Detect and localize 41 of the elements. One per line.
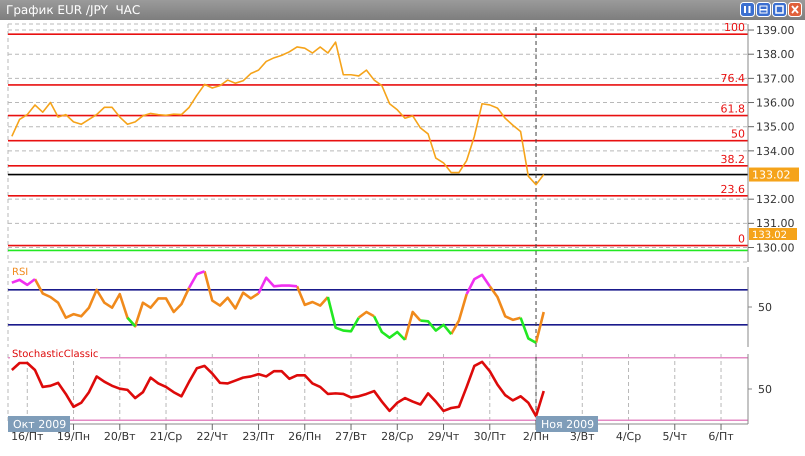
y-tick-label: 132.00: [756, 193, 794, 206]
y-tick-label: 136.00: [756, 96, 794, 110]
annotation: 100: [724, 21, 745, 34]
x-tick-label: 22/Чт: [196, 430, 229, 443]
text: 133.02: [752, 230, 787, 241]
x-tick-label: 3/Вт: [570, 430, 596, 443]
annotation: 76.4: [720, 72, 745, 85]
y-tick-label: 131.00: [756, 217, 794, 230]
annotation: Окт 2009: [13, 418, 66, 431]
x-tick-label: 5/Чт: [662, 430, 688, 443]
x-tick-label: 30/Пт: [474, 430, 507, 443]
annotation: 0: [738, 232, 745, 246]
chart-title: График EUR /JPY ЧАС: [6, 3, 140, 17]
annotation: 61.8: [720, 102, 745, 116]
text: 50: [758, 301, 772, 314]
x-tick-label: 26/Пн: [288, 430, 322, 443]
x-tick-label: 29/Чт: [428, 430, 460, 443]
x-tick-label: 19/Пн: [56, 430, 90, 443]
x-tick-label: 28/Ср: [381, 430, 414, 443]
y-tick-label: 138.00: [756, 48, 794, 62]
y-tick-label: 135.00: [756, 120, 794, 134]
chart-title: StochasticClassic: [10, 349, 100, 360]
annotation: Ноя 2009: [541, 418, 594, 431]
y-tick-label: 134.00: [756, 144, 794, 158]
x-tick-label: 23/Пт: [242, 430, 276, 443]
y-tick-label: 130.00: [756, 241, 794, 254]
x-tick-label: 2/Пн: [522, 430, 550, 443]
ref-line-label: 133.02: [752, 168, 790, 182]
y-tick-label: 137.00: [756, 72, 794, 86]
y-tick-label: 139.00: [756, 24, 794, 37]
annotation: 38.2: [720, 152, 745, 166]
x-tick-label: 16/Пт: [11, 430, 44, 443]
x-tick-label: 6/Пт: [708, 430, 734, 443]
x-tick-label: 20/Вт: [104, 430, 136, 443]
annotation: 50: [731, 128, 745, 141]
text: 50: [758, 383, 772, 396]
x-tick-label: 21/Ср: [150, 430, 182, 443]
x-tick-label: 4/Ср: [616, 430, 642, 443]
x-tick-label: 27/Вт: [335, 430, 368, 443]
annotation: 23.6: [720, 182, 745, 196]
chart-title: RSI: [10, 267, 30, 278]
